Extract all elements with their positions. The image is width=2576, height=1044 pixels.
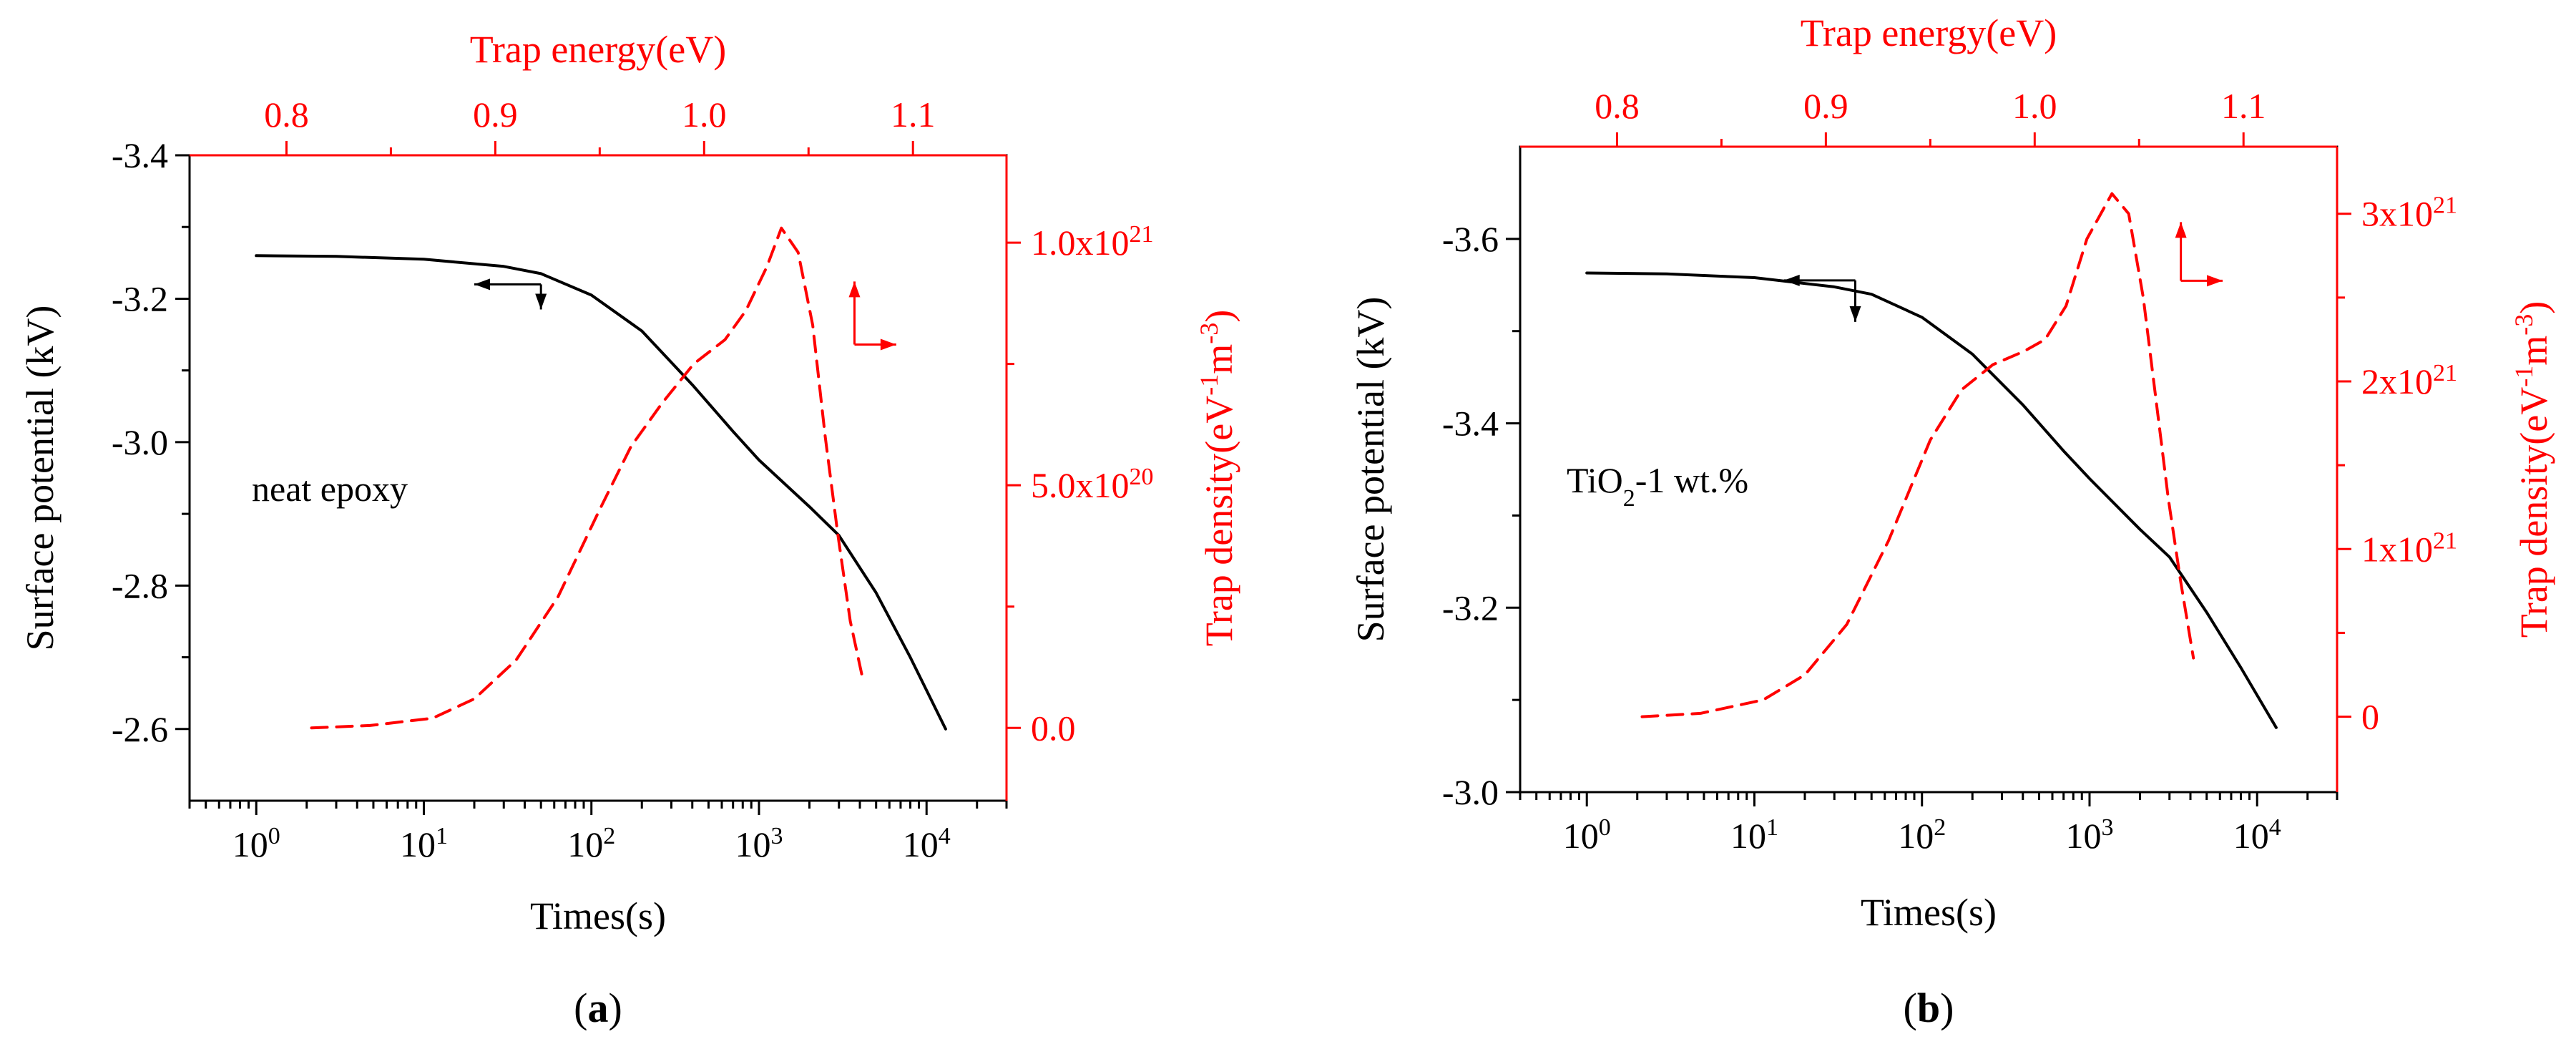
right-axis-arrow-head <box>2175 222 2187 238</box>
y-axis-label: Surface potential (kV) <box>1349 297 1392 643</box>
y-tick-label: -3.2 <box>1442 587 1499 628</box>
y-tick-label: -3.0 <box>112 422 168 462</box>
panel-label: (a) <box>574 985 622 1031</box>
x2-tick-label: 1.0 <box>682 94 727 135</box>
trap-density-line <box>1640 192 2195 718</box>
x2-tick-label: 0.8 <box>1595 86 1640 126</box>
x2-tick-label: 0.9 <box>473 94 518 135</box>
tick-marks <box>175 141 1021 815</box>
x-axis-label: Times(s) <box>530 894 666 937</box>
series-annotation: neat epoxy <box>252 469 408 509</box>
top-x-axis-label: Trap energy(eV) <box>470 28 726 71</box>
right-axis-arrow-head <box>2207 275 2223 287</box>
x-tick-label: 102 <box>567 823 615 865</box>
top-x-axis-label: Trap energy(eV) <box>1801 11 2057 54</box>
data-series <box>255 226 947 731</box>
x-tick-label: 104 <box>903 823 951 865</box>
y2-tick-label: 3x1021 <box>2361 192 2457 234</box>
right-axis-arrow-head <box>848 281 861 298</box>
x2-tick-label: 1.1 <box>2221 86 2266 126</box>
y-tick-label: -3.2 <box>112 278 168 318</box>
right-axis-arrow-head <box>880 338 896 351</box>
left-axis-arrow-head <box>474 278 490 291</box>
trap-density-line <box>310 226 865 730</box>
chart-panel-a: 100 101 102 103 104 -3.4 -3.2 -3.0 -2.8 -2.6 0.8 0.… <box>19 28 1240 1031</box>
y2-tick-label: 0 <box>2361 697 2379 737</box>
y-tick-label: -3.6 <box>1442 219 1499 259</box>
axis-indicator-arrows <box>474 278 896 351</box>
axis-indicator-arrows <box>1783 222 2223 322</box>
x-tick-label: 100 <box>232 823 280 865</box>
surface-potential-line <box>1585 271 2278 729</box>
x2-tick-label: 0.9 <box>1803 86 1848 126</box>
x-tick-label: 104 <box>2233 814 2281 857</box>
tick-labels: 100 101 102 103 104 -3.4 -3.2 -3.0 -2.8 -2.6 0.8 0.… <box>112 94 1154 864</box>
series-annotation: TiO2-1 wt.% <box>1567 460 1748 512</box>
x2-tick-label: 1.0 <box>2012 86 2057 126</box>
y2-tick-label: 0.0 <box>1031 708 1076 748</box>
y-axis-label: Surface potential (kV) <box>19 306 62 651</box>
left-axis-arrow-head <box>535 293 547 310</box>
y-tick-label: -3.0 <box>1442 772 1499 812</box>
y2-tick-label: 1x1021 <box>2361 527 2457 570</box>
surface-potential-line <box>255 254 947 731</box>
tick-marks <box>1506 132 2351 806</box>
x-tick-label: 102 <box>1898 814 1946 857</box>
left-axis-arrow-head <box>1783 274 1800 286</box>
left-axis-arrow-head <box>1849 306 1861 322</box>
x-tick-label: 100 <box>1563 814 1611 857</box>
right-y-axis-label: Trap density(eV-1m-3) <box>2509 301 2555 638</box>
panel-label: (b) <box>1904 985 1954 1031</box>
y-tick-label: -2.8 <box>112 565 168 605</box>
y2-tick-label: 2x1021 <box>2361 360 2457 402</box>
y-tick-label: -3.4 <box>1442 404 1499 444</box>
tick-labels: 100 101 102 103 104 -3.6 -3.4 -3.2 -3.0 0.8 0.9 1.0… <box>1442 86 2457 856</box>
x-tick-label: 103 <box>2065 814 2113 857</box>
x-axis-label: Times(s) <box>1861 891 1997 934</box>
x-tick-label: 101 <box>400 823 448 865</box>
chart-panel-b: 100 101 102 103 104 -3.6 -3.4 -3.2 -3.0 0.8 0.9 1.0… <box>1349 11 2555 1031</box>
x2-tick-label: 1.1 <box>891 94 936 135</box>
x2-tick-label: 0.8 <box>264 94 309 135</box>
x-tick-label: 101 <box>1730 814 1778 857</box>
y2-tick-label: 5.0x1020 <box>1031 464 1154 506</box>
data-series <box>1585 192 2278 729</box>
y-tick-label: -3.4 <box>112 135 168 175</box>
y-tick-label: -2.6 <box>112 709 168 749</box>
y2-tick-label: 1.0x1021 <box>1031 221 1154 263</box>
right-y-axis-label: Trap density(eV-1m-3) <box>1195 310 1240 646</box>
x-tick-label: 103 <box>735 823 783 865</box>
